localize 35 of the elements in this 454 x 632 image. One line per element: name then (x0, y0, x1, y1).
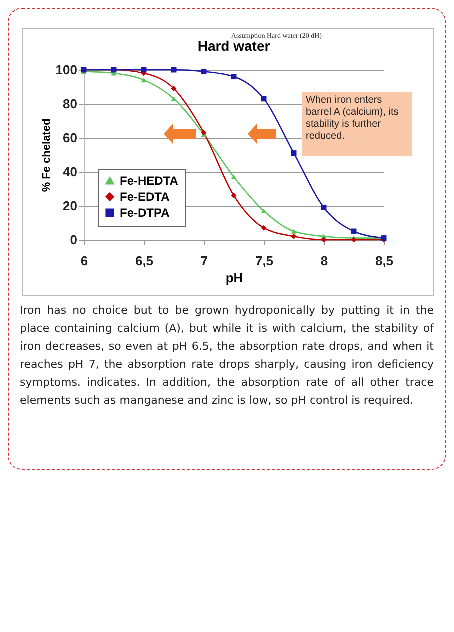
legend-label: Fe-EDTA (120, 190, 170, 204)
point (291, 229, 297, 234)
chart-title: Hard water (198, 38, 271, 54)
point (321, 237, 327, 243)
x-tick-label: 6,5 (135, 254, 154, 268)
y-axis-title: % Fe chelated (40, 118, 53, 192)
x-tick-label: 7 (200, 254, 208, 268)
point (321, 204, 327, 210)
y-tick-label: 100 (56, 62, 78, 78)
point (261, 96, 267, 102)
point (231, 74, 237, 80)
y-tick-label: 0 (70, 232, 78, 248)
legend-label: Fe-HEDTA (120, 174, 179, 188)
point (261, 225, 267, 231)
point (201, 68, 207, 74)
x-tick-label: 8 (320, 254, 328, 268)
text: Iron has no choice but to be grown hydroponically by putting it in the place containing calcium (A), but while it is with calcium, the stability of iron decreases, so even at pH 6.5, the absorption rate drops, and when it reaches pH 7, the absorption rate drops sharply, causing iron deficiency symptoms. indicates. In addition, the absorption rate of all other trace elements such as manganese and zinc is low, so pH control is required. (20, 303, 434, 409)
legend-label: Fe-DTPA (120, 206, 170, 220)
point (261, 208, 267, 214)
x-tick-label: 6 (80, 254, 88, 268)
y-tick-label: 40 (63, 164, 78, 180)
x-tick-label: 7,5 (255, 254, 274, 268)
x-axis-title: pH (226, 270, 244, 286)
point (231, 174, 237, 180)
y-tick-label: 20 (63, 198, 78, 214)
point (231, 193, 237, 199)
point (291, 234, 297, 240)
point (171, 96, 177, 102)
x-tick-label: 8,5 (375, 254, 394, 268)
y-tick-label: 80 (63, 96, 78, 112)
point (171, 86, 177, 92)
point (141, 78, 147, 83)
annotation: When iron enters barrel A (calcium), its stability is further reduced. (302, 92, 412, 156)
point (291, 150, 297, 156)
y-tick-label: 60 (63, 130, 78, 146)
